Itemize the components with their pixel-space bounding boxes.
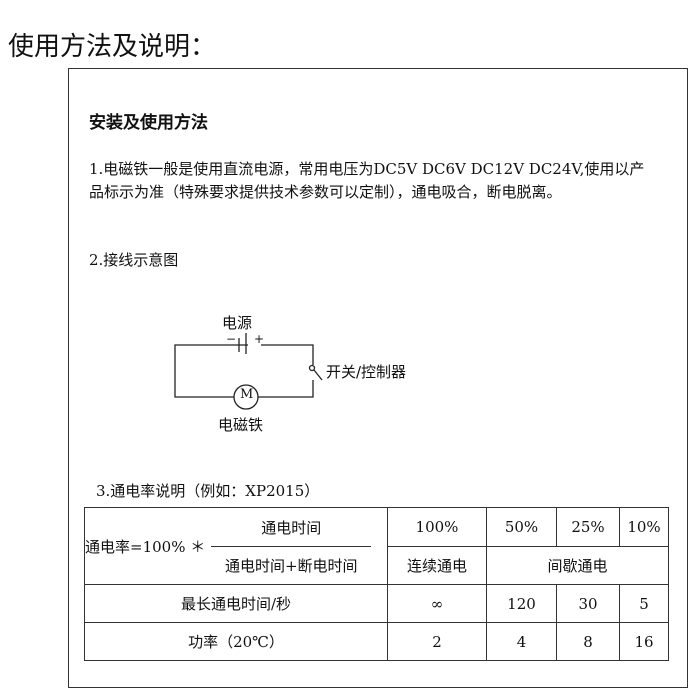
formula-denominator: 通电时间+断电时间 [224,556,358,575]
section-heading: 安装及使用方法 [89,113,208,133]
label-plus: + [254,332,265,346]
content-frame [68,68,688,688]
row-value: 120 [486,584,557,623]
rate-cell: 25% [556,507,620,547]
rate-cell: 100% [387,507,487,547]
motor-letter: M [240,387,254,402]
row-value: ∞ [387,584,487,623]
wire-right-top [261,344,314,365]
row-value: 5 [619,584,669,623]
paragraph-wiring: 2.接线示意图 [89,251,179,269]
continuous-cell: 连续通电 [387,545,487,585]
switch-contact [308,364,316,372]
label-power: 电源 [222,314,253,332]
wire-right-bottom [258,380,314,398]
page-title: 使用方法及说明： [8,32,217,62]
rate-cell: 10% [619,507,669,547]
row-value: 2 [387,622,487,661]
wiring-diagram [174,333,323,410]
paragraph-power: 1.电磁铁一般是使用直流电源，常用电压为DC5V DC6V DC12V DC24… [89,160,645,201]
table-row: 最长通电时间/秒 ∞ 120 30 5 [84,584,669,623]
row-value: 4 [486,622,557,661]
motor-symbol [233,384,259,410]
intermittent-cell: 间歇通电 [486,545,669,585]
paragraph-duty-cycle: 3.通电率说明（例如：XP2015） [96,482,320,500]
rate-cell: 50% [486,507,557,547]
fraction-line [211,545,372,547]
row-label: 功率（20℃） [84,622,388,661]
row-value: 8 [556,622,620,661]
label-switch: 开关/控制器 [326,363,407,381]
formula-cell: 通电率=100% ＊ 通电时间 通电时间+断电时间 [84,507,388,585]
row-value: 30 [556,584,620,623]
table-row: 功率（20℃） 2 4 8 16 [84,622,669,661]
row-value: 16 [619,622,669,661]
duty-cycle-table: 通电率=100% ＊ 通电时间 通电时间+断电时间 100% 50% 25% 1… [84,507,669,661]
row-label: 最长通电时间/秒 [84,584,388,623]
switch-arm [313,369,323,381]
formula-numerator: 通电时间 [261,518,322,537]
formula-prefix: 通电率=100% ＊ [85,537,206,556]
label-minus: − [226,332,237,346]
label-magnet: 电磁铁 [218,416,264,434]
wire-left [174,344,248,398]
